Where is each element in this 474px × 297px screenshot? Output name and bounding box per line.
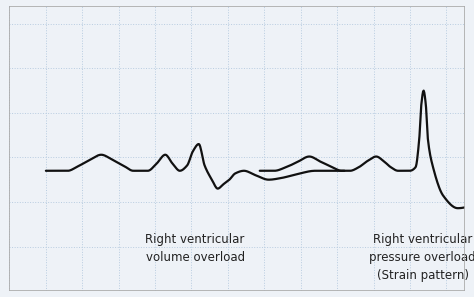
Text: Right ventricular
pressure overload
(Strain pattern): Right ventricular pressure overload (Str… <box>369 233 474 282</box>
Text: Right ventricular
volume overload: Right ventricular volume overload <box>146 233 245 264</box>
